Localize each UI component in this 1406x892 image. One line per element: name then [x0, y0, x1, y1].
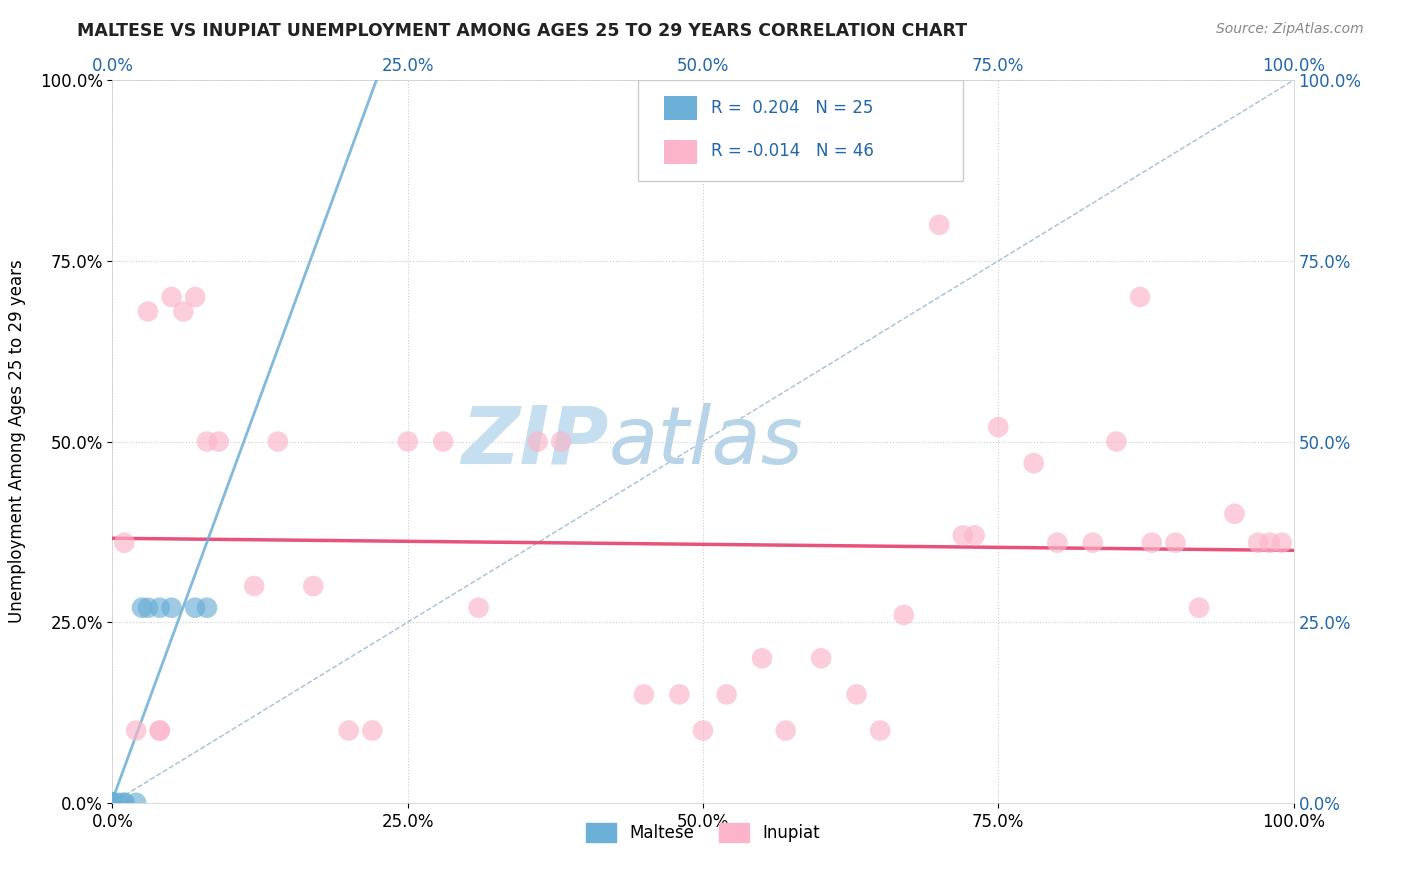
Point	[751, 651, 773, 665]
Point	[952, 528, 974, 542]
Point	[160, 290, 183, 304]
Legend: Maltese, Inupiat: Maltese, Inupiat	[579, 816, 827, 848]
Point	[101, 796, 124, 810]
Point	[101, 796, 124, 810]
Point	[396, 434, 419, 449]
Point	[668, 687, 690, 701]
Point	[893, 607, 915, 622]
Point	[692, 723, 714, 738]
Point	[1105, 434, 1128, 449]
Point	[1271, 535, 1294, 549]
Point	[149, 600, 172, 615]
Point	[1223, 507, 1246, 521]
Point	[101, 796, 124, 810]
Point	[550, 434, 572, 449]
Point	[195, 434, 218, 449]
Point	[112, 535, 135, 549]
Point	[361, 723, 384, 738]
Point	[172, 304, 194, 318]
Point	[101, 796, 124, 810]
Point	[101, 796, 124, 810]
Point	[337, 723, 360, 738]
Point	[184, 290, 207, 304]
Point	[101, 796, 124, 810]
Point	[101, 796, 124, 810]
Text: ZIP: ZIP	[461, 402, 609, 481]
Text: MALTESE VS INUPIAT UNEMPLOYMENT AMONG AGES 25 TO 29 YEARS CORRELATION CHART: MALTESE VS INUPIAT UNEMPLOYMENT AMONG AG…	[77, 22, 967, 40]
Point	[101, 796, 124, 810]
Point	[928, 218, 950, 232]
Point	[195, 600, 218, 615]
Point	[1046, 535, 1069, 549]
Point	[1188, 600, 1211, 615]
Point	[243, 579, 266, 593]
Point	[101, 796, 124, 810]
Point	[149, 723, 172, 738]
Text: R =  0.204   N = 25: R = 0.204 N = 25	[711, 99, 873, 117]
Point	[963, 528, 986, 542]
Point	[125, 723, 148, 738]
Text: atlas: atlas	[609, 402, 803, 481]
FancyBboxPatch shape	[664, 96, 697, 120]
Point	[1247, 535, 1270, 549]
Point	[208, 434, 231, 449]
Point	[136, 600, 159, 615]
Point	[869, 723, 891, 738]
Point	[101, 796, 124, 810]
Point	[131, 600, 153, 615]
Point	[136, 304, 159, 318]
Text: R = -0.014   N = 46: R = -0.014 N = 46	[711, 142, 875, 161]
Point	[184, 600, 207, 615]
Point	[112, 796, 135, 810]
Point	[467, 600, 489, 615]
Point	[845, 687, 868, 701]
Y-axis label: Unemployment Among Ages 25 to 29 years: Unemployment Among Ages 25 to 29 years	[8, 260, 25, 624]
Point	[107, 796, 129, 810]
FancyBboxPatch shape	[638, 80, 963, 181]
Point	[125, 796, 148, 810]
Point	[1022, 456, 1045, 470]
Point	[1140, 535, 1163, 549]
Point	[633, 687, 655, 701]
Point	[1129, 290, 1152, 304]
Point	[987, 420, 1010, 434]
Point	[775, 723, 797, 738]
Text: Source: ZipAtlas.com: Source: ZipAtlas.com	[1216, 22, 1364, 37]
Point	[160, 600, 183, 615]
Point	[526, 434, 548, 449]
Point	[716, 687, 738, 701]
Point	[1164, 535, 1187, 549]
Point	[1258, 535, 1281, 549]
Point	[112, 796, 135, 810]
Point	[101, 796, 124, 810]
Point	[149, 723, 172, 738]
Point	[101, 796, 124, 810]
Point	[101, 796, 124, 810]
Point	[432, 434, 454, 449]
Point	[101, 796, 124, 810]
FancyBboxPatch shape	[664, 139, 697, 164]
Point	[1081, 535, 1104, 549]
Point	[810, 651, 832, 665]
Point	[267, 434, 290, 449]
Point	[101, 796, 124, 810]
Point	[302, 579, 325, 593]
